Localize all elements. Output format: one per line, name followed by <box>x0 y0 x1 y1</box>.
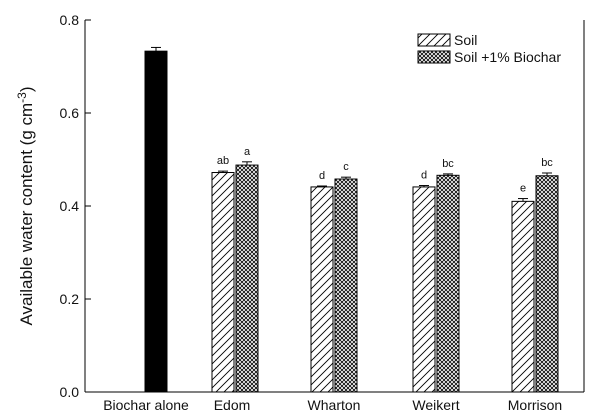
bar-soil-biochar-weikert <box>436 174 460 393</box>
bar-biochar-alone <box>144 50 168 393</box>
bars: ab d d e a c bc bc <box>144 46 559 393</box>
x-tick-label: Morrison <box>508 397 562 413</box>
legend-label-soil-biochar: Soil +1% Biochar <box>454 49 561 65</box>
y-axis-title-close: ) <box>17 86 36 92</box>
significance-letter: c <box>343 161 349 173</box>
y-axis-title-main: Available water content (g cm <box>17 103 36 326</box>
x-tick-label: Edom <box>214 397 251 413</box>
significance-letter: a <box>244 146 251 158</box>
y-tick-label: 0.4 <box>60 198 80 214</box>
bar-soil-wharton <box>310 186 334 393</box>
legend-swatch-soil-biochar <box>417 50 451 64</box>
bar-soil-weikert <box>412 186 436 393</box>
x-tick-labels: Biochar alone Edom Wharton Weikert Morrison <box>103 397 562 413</box>
x-tick-label: Wharton <box>308 397 361 413</box>
y-tick-label: 0.6 <box>60 105 80 121</box>
y-tick-label: 0.8 <box>60 12 80 28</box>
y-axis-title-sup: -3 <box>15 92 29 103</box>
bar-soil-biochar-morrison <box>535 175 559 393</box>
bar-soil-edom <box>211 172 235 393</box>
significance-letter: bc <box>541 157 553 169</box>
y-axis-title: Available water content (g cm-3) <box>15 86 36 325</box>
bar-soil-biochar-edom <box>235 164 259 393</box>
bar-soil-biochar-wharton <box>334 178 358 393</box>
x-tick-label: Weikert <box>412 397 459 413</box>
significance-letter: d <box>421 170 427 182</box>
significance-letter: e <box>520 183 526 195</box>
legend-label-soil: Soil <box>454 32 477 48</box>
x-tick-label: Biochar alone <box>103 397 189 413</box>
y-ticks: 0.0 0.2 0.4 0.6 0.8 <box>60 12 91 400</box>
bar-soil-morrison <box>511 200 535 393</box>
significance-letter: ab <box>217 155 229 167</box>
significance-letter: d <box>319 170 325 182</box>
legend: Soil Soil +1% Biochar <box>417 32 561 65</box>
y-tick-label: 0.0 <box>60 384 80 400</box>
legend-swatch-soil <box>417 33 451 47</box>
y-tick-label: 0.2 <box>60 291 80 307</box>
significance-letter: bc <box>442 158 454 170</box>
